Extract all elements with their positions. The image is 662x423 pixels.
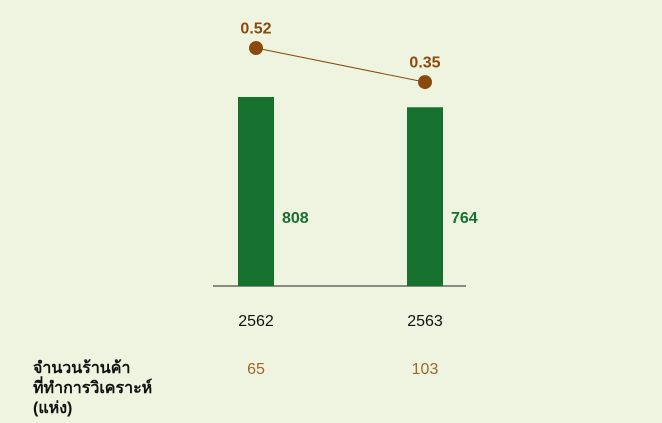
- row-label: ที่ทำการวิเคราะห์: [33, 376, 152, 397]
- bar: [238, 96, 274, 287]
- line: [255, 47, 426, 83]
- data-label: 808: [282, 210, 309, 227]
- bar: [407, 107, 443, 286]
- x-tick-label: 2563: [407, 313, 443, 330]
- data-label: 0.52: [240, 20, 271, 37]
- data-label: 764: [451, 210, 478, 227]
- data-label: 0.35: [409, 54, 440, 71]
- row-label: (แห่ง): [33, 400, 72, 417]
- row-label: จำนวนร้านค้า: [33, 359, 130, 377]
- row-value: 103: [412, 361, 439, 378]
- point: [249, 41, 263, 56]
- x-tick-label: 2562: [238, 313, 274, 330]
- point: [418, 75, 432, 90]
- row-value: 65: [247, 361, 265, 378]
